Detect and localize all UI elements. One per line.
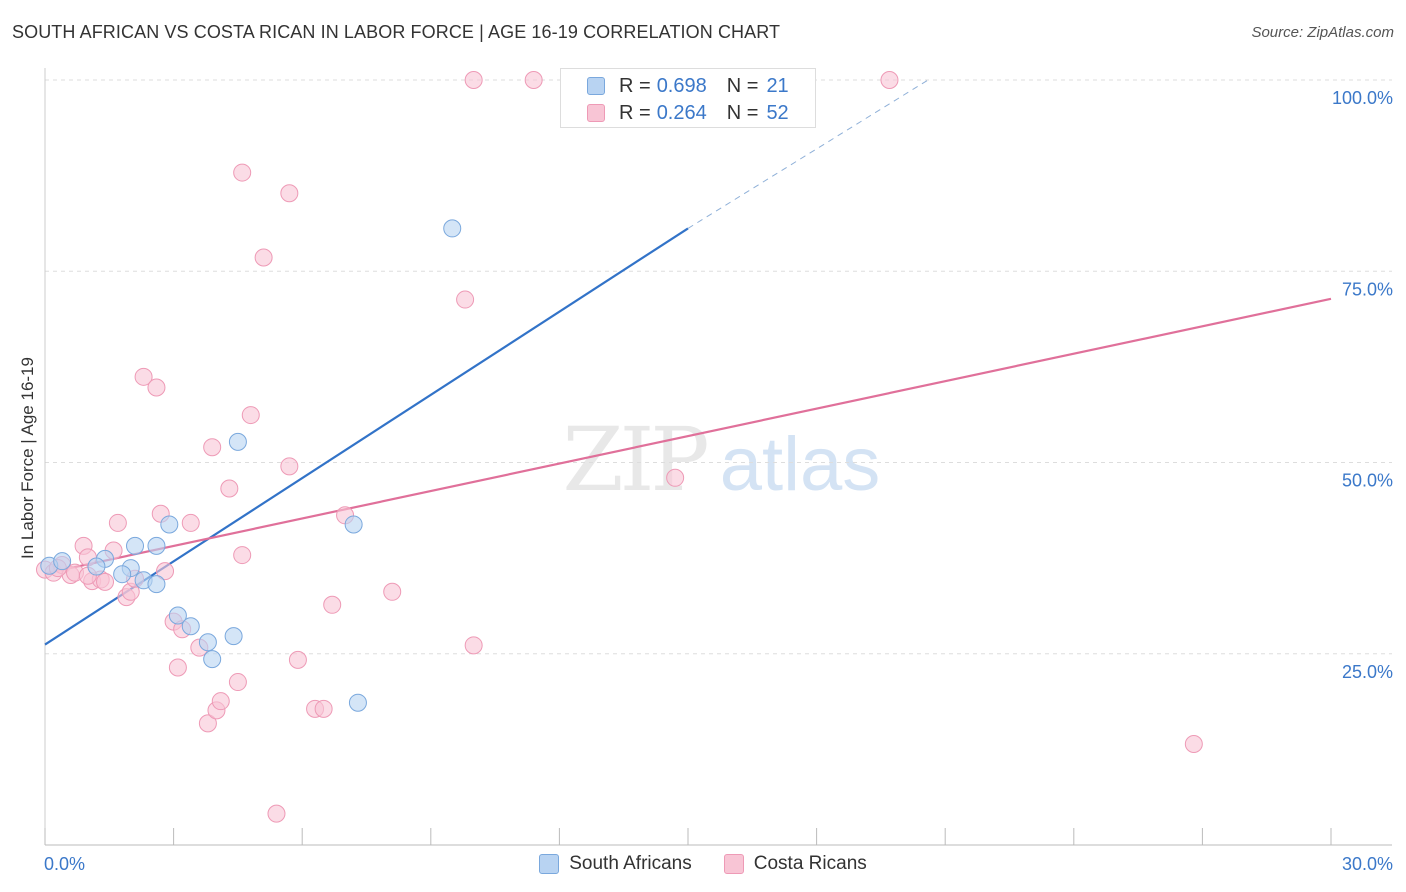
point-costa-ricans xyxy=(314,699,333,718)
point-costa-ricans xyxy=(228,673,247,692)
point-costa-ricans xyxy=(267,804,286,823)
watermark-zip: ZIP xyxy=(562,408,707,511)
trend-line-south-africans xyxy=(44,227,689,646)
point-costa-ricans xyxy=(464,636,483,655)
point-costa-ricans xyxy=(280,184,299,203)
point-south-africans xyxy=(147,575,166,594)
legend-r-label: R = xyxy=(619,74,651,97)
watermark-atlas: atlas xyxy=(720,422,881,507)
point-costa-ricans xyxy=(168,658,187,677)
point-costa-ricans xyxy=(96,572,115,591)
trend-lines xyxy=(44,79,1332,646)
x-tick-label: 30.0% xyxy=(1342,854,1393,874)
point-costa-ricans xyxy=(323,595,342,614)
trend-line-costa-ricans xyxy=(44,297,1332,575)
data-points xyxy=(36,71,1203,823)
legend-item-costa-ricans[interactable]: Costa Ricans xyxy=(723,853,867,875)
point-costa-ricans xyxy=(241,406,260,425)
point-south-africans xyxy=(87,557,106,576)
y-tick-label: 100.0% xyxy=(1332,88,1393,108)
point-costa-ricans xyxy=(181,513,200,532)
legend-row-south-africans: R = 0.698 N = 21 xyxy=(587,73,789,99)
point-south-africans xyxy=(53,552,72,571)
legend-swatch-pink xyxy=(587,104,605,122)
legend-label: South Africans xyxy=(569,853,692,874)
legend-swatch-pink xyxy=(723,854,744,874)
point-south-africans xyxy=(113,565,132,584)
y-tick-label: 50.0% xyxy=(1342,471,1393,491)
source-label: Source: ZipAtlas.com xyxy=(1251,24,1394,41)
tick-labels: 0.0% 30.0% 25.0% 50.0% 75.0% 100.0% xyxy=(44,88,1393,874)
point-costa-ricans xyxy=(233,546,252,565)
point-south-africans xyxy=(168,606,187,625)
legend-n-label: N = xyxy=(726,74,759,97)
point-costa-ricans xyxy=(288,650,307,669)
point-costa-ricans xyxy=(108,513,127,532)
point-south-africans xyxy=(126,536,145,555)
legend-n-value: 52 xyxy=(766,101,789,124)
legend-label: Costa Ricans xyxy=(753,853,867,874)
x-tick-label: 0.0% xyxy=(44,854,85,874)
point-south-africans xyxy=(147,536,166,555)
point-costa-ricans xyxy=(220,479,239,498)
legend-item-south-africans[interactable]: South Africans xyxy=(539,853,692,875)
point-south-africans xyxy=(198,633,217,652)
watermark: ZIP atlas xyxy=(562,408,880,511)
chart-title: SOUTH AFRICAN VS COSTA RICAN IN LABOR FO… xyxy=(12,22,781,42)
point-costa-ricans xyxy=(211,692,230,711)
point-costa-ricans xyxy=(280,457,299,476)
correlation-legend: R = 0.698 N = 21 R = 0.264 N = 52 xyxy=(560,68,816,128)
legend-n-label: N = xyxy=(726,101,759,124)
point-costa-ricans xyxy=(1184,735,1203,754)
point-south-africans xyxy=(160,515,179,534)
point-costa-ricans xyxy=(383,582,402,601)
axes xyxy=(44,68,1392,846)
point-south-africans xyxy=(224,627,243,646)
point-costa-ricans xyxy=(198,714,217,733)
point-costa-ricans xyxy=(254,248,273,267)
point-south-africans xyxy=(348,693,367,712)
y-tick-label: 75.0% xyxy=(1342,279,1393,299)
gridlines xyxy=(45,79,1392,846)
point-costa-ricans xyxy=(524,71,543,89)
point-costa-ricans xyxy=(880,71,899,89)
point-south-africans xyxy=(344,515,363,534)
point-costa-ricans xyxy=(156,562,175,581)
legend-r-label: R = xyxy=(619,101,651,124)
point-costa-ricans xyxy=(134,367,153,386)
legend-swatch-blue xyxy=(587,77,605,95)
point-costa-ricans xyxy=(233,163,252,182)
legend-row-costa-ricans: R = 0.264 N = 52 xyxy=(587,100,789,126)
point-costa-ricans xyxy=(203,438,222,457)
legend-r-value: 0.698 xyxy=(656,74,707,97)
legend-r-value: 0.264 xyxy=(656,101,707,124)
y-axis-label: In Labor Force | Age 16-19 xyxy=(18,357,37,559)
point-costa-ricans xyxy=(147,378,166,397)
trend-line-south-africans-extension xyxy=(687,79,929,229)
point-costa-ricans xyxy=(464,71,483,89)
point-south-africans xyxy=(443,219,462,238)
point-south-africans xyxy=(203,650,222,669)
point-south-africans xyxy=(228,432,247,451)
point-costa-ricans xyxy=(456,290,475,309)
point-south-africans xyxy=(181,617,200,636)
point-costa-ricans xyxy=(666,468,685,487)
series-legend: South Africans Costa Ricans xyxy=(0,852,1406,876)
y-tick-label: 25.0% xyxy=(1342,662,1393,682)
legend-n-value: 21 xyxy=(766,74,789,97)
legend-swatch-blue xyxy=(539,854,560,874)
